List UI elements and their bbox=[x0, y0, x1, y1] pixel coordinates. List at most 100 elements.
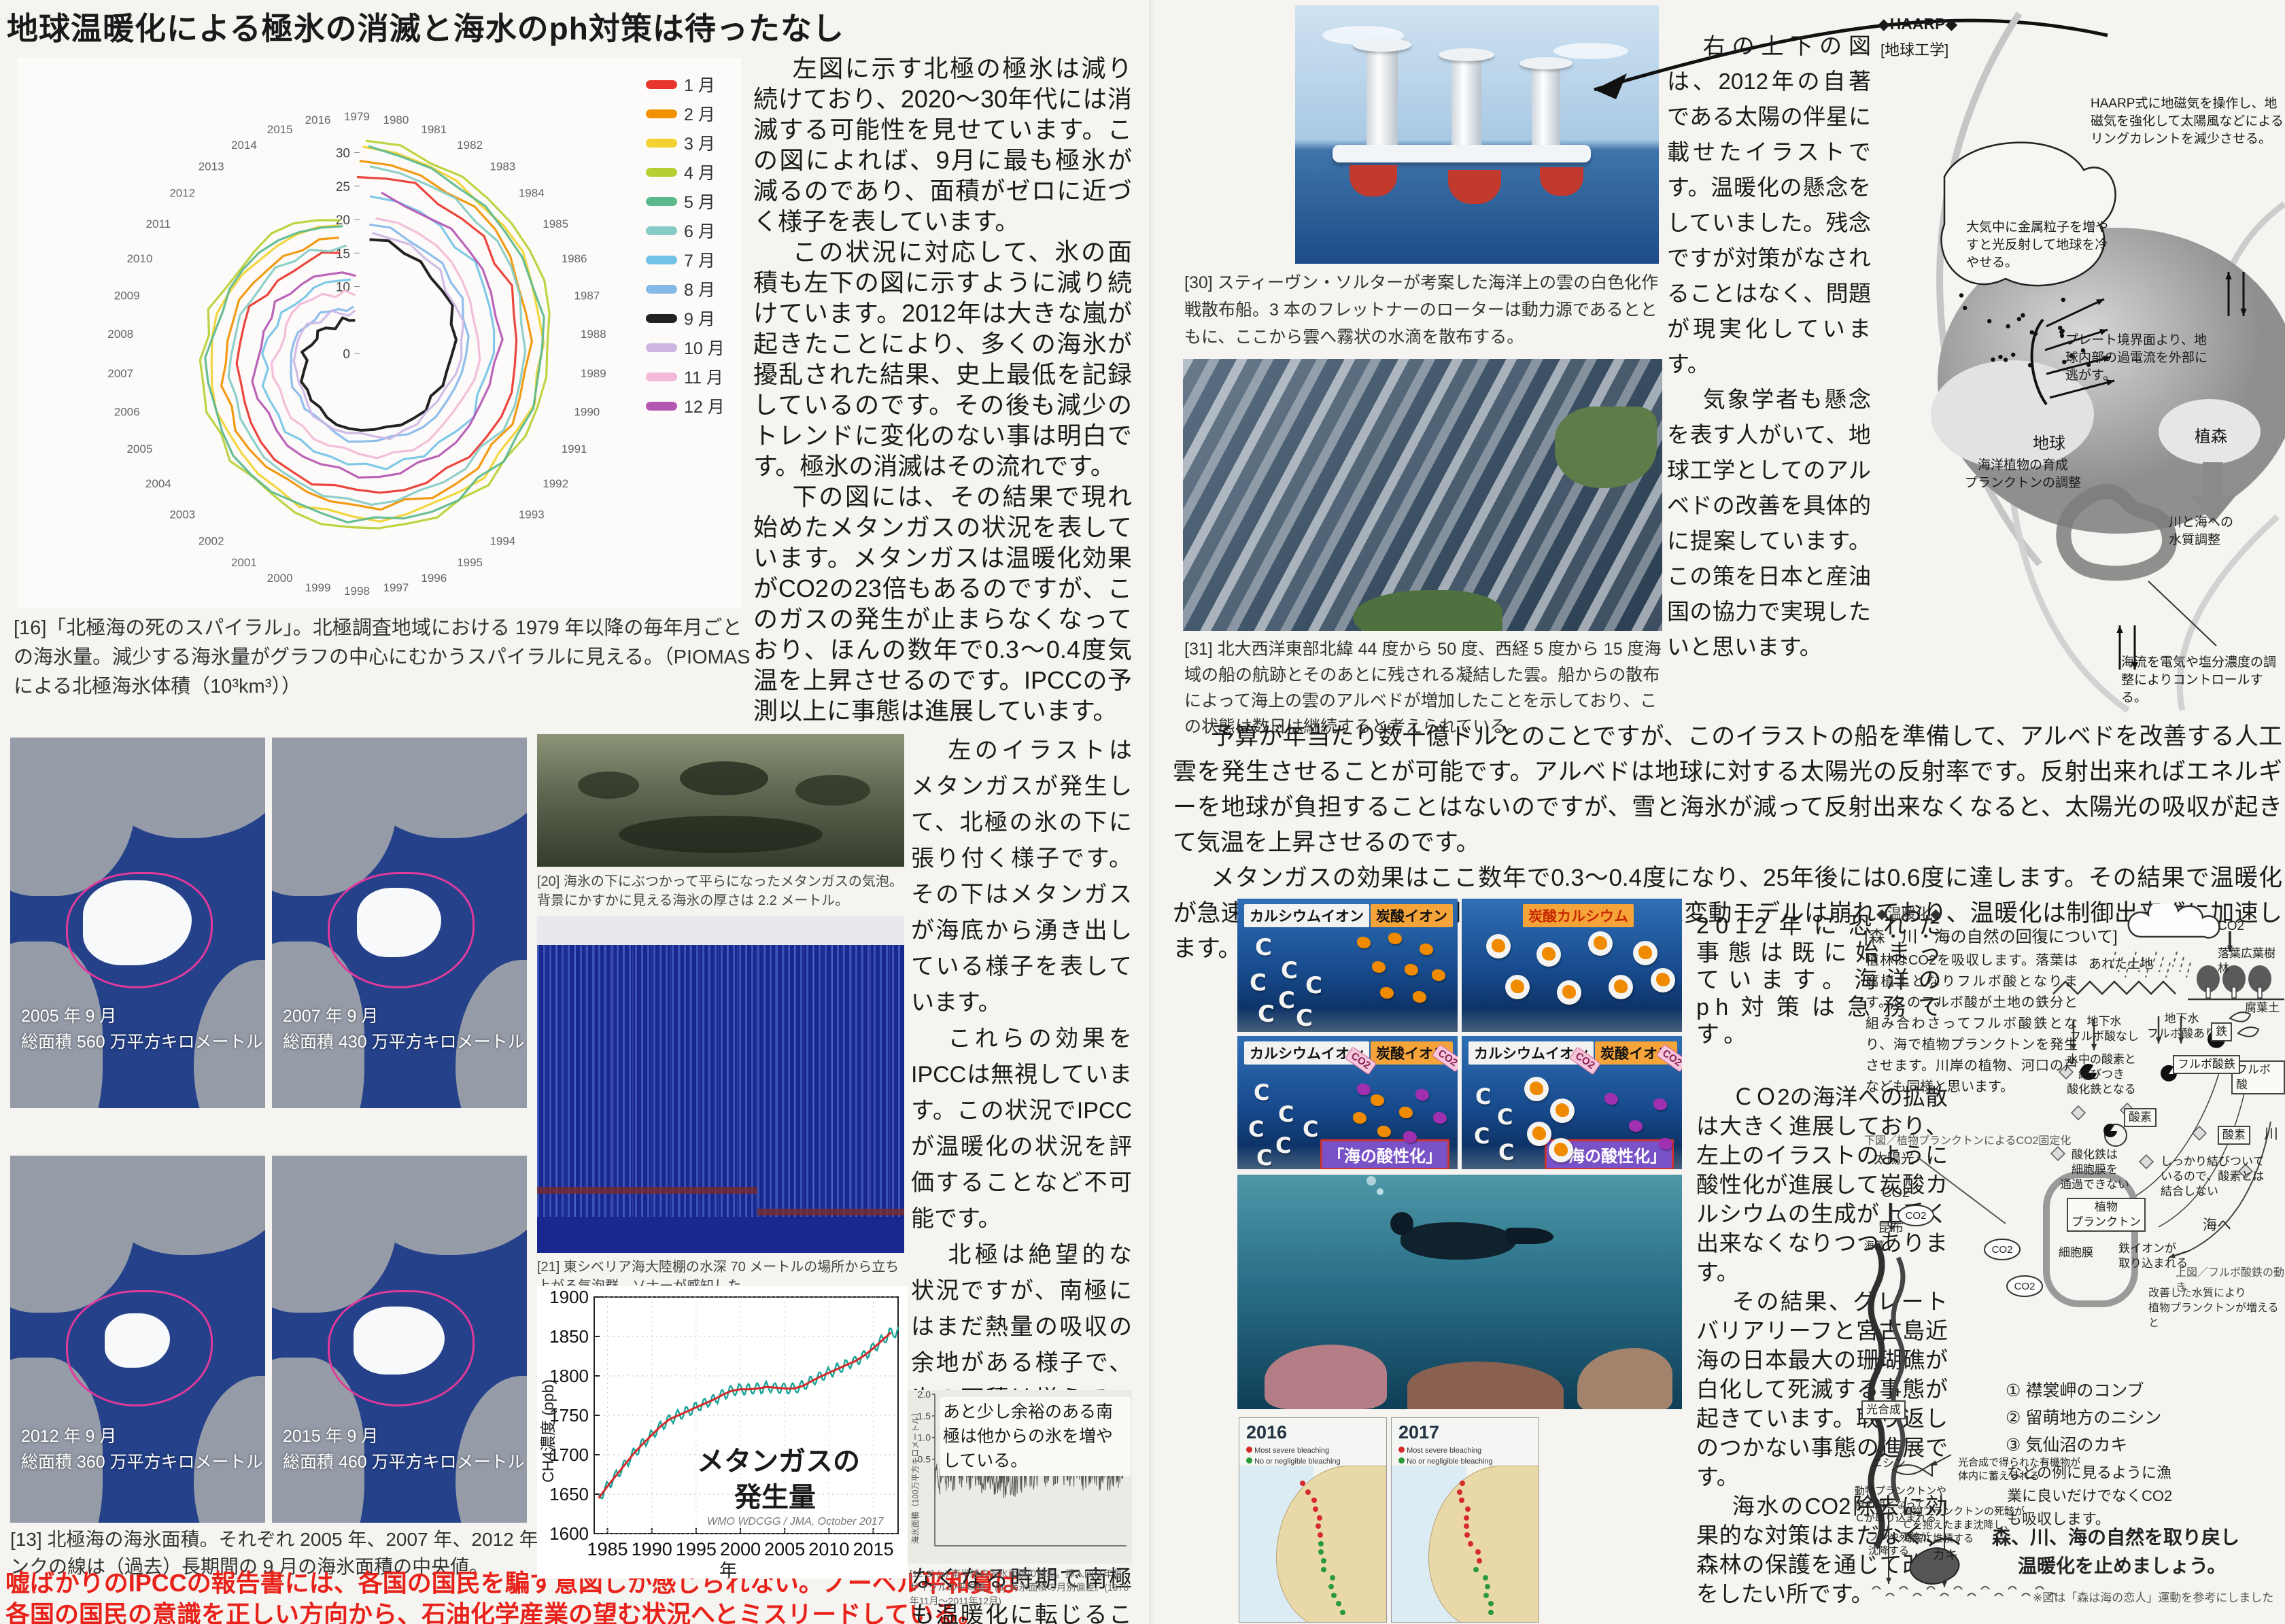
svg-text:1984: 1984 bbox=[519, 187, 545, 200]
svg-text:1994: 1994 bbox=[489, 534, 515, 547]
nature-forest-label: 落葉広葉樹林 bbox=[2218, 947, 2275, 975]
nature-lower-fig-label: 下図／植物プランクトンによるCO2固定化 bbox=[1864, 1135, 2072, 1147]
antarctic-anomaly-chart: 2.0 1.5 1.0 0.5 あと少し余裕のある南極は他からの氷を増やしている。 海… bbox=[908, 1390, 1132, 1563]
antarctic-caption: [12-3] (a) 南半球の海氷面積の偏差。挿入図は年毎サイクルの平均値。(b… bbox=[910, 1568, 1129, 1606]
no-bleaching-dot bbox=[1318, 1540, 1324, 1547]
diver-coral-photo bbox=[1237, 1175, 1682, 1409]
calcium-carbonate-particle bbox=[1505, 975, 1530, 999]
svg-text:2012: 2012 bbox=[169, 187, 195, 200]
albedo-text-column: 右の上下の図は、2012年の自著である太陽の伴星に載せたイラストです。温暖化の懸… bbox=[1667, 29, 1871, 665]
bicarbonate-blob bbox=[1415, 1089, 1429, 1101]
legend-label: 1 月 bbox=[684, 76, 715, 95]
ch4-annotation-line1: メタンガスの bbox=[697, 1447, 860, 1476]
svg-text:1995: 1995 bbox=[457, 556, 483, 569]
nature-river-label: 川 bbox=[2264, 1126, 2278, 1142]
svg-text:1800: 1800 bbox=[549, 1366, 589, 1386]
carbonate-ion-blob bbox=[1399, 1107, 1413, 1118]
page-gutter bbox=[1149, 0, 1154, 1624]
nature-herring-label: ニシン bbox=[1871, 1457, 1906, 1470]
nature-improved-note: 改善した水質により 植物プランクトンが増えると bbox=[2148, 1288, 2279, 1329]
bleaching-map-year: 2017 bbox=[1398, 1422, 1440, 1442]
calcium-ion-glyph: C bbox=[1475, 1084, 1492, 1109]
svg-text:1700: 1700 bbox=[549, 1445, 589, 1465]
albedo-paragraph: 気象学者も懸念を表す人がいて、地球工学としてのアルベドの改善を具体的に提案してい… bbox=[1667, 387, 1871, 659]
svg-text:2000: 2000 bbox=[267, 572, 293, 585]
svg-text:1996: 1996 bbox=[421, 572, 447, 585]
legend-item: 7 月 bbox=[646, 247, 741, 272]
nature-seaweed-label: 海藻 bbox=[1864, 1240, 1885, 1251]
no-bleaching-dot bbox=[1330, 1592, 1337, 1598]
svg-text:1987: 1987 bbox=[574, 289, 600, 302]
svg-text:CO2: CO2 bbox=[2014, 1281, 2035, 1292]
nature-to-sea-label: 海へ bbox=[2203, 1217, 2231, 1233]
svg-text:2010: 2010 bbox=[126, 252, 152, 265]
haarp-title: ◆HAARP◆ bbox=[1878, 15, 1958, 33]
haarp-plankton-label: 海洋植物の育成 プランクトンの調整 bbox=[1964, 458, 2081, 490]
calcium-ion-glyph: C bbox=[1303, 1116, 1319, 1142]
carbonate-ion-blob bbox=[1405, 964, 1418, 975]
carbonate-ion-blob bbox=[1377, 1126, 1391, 1137]
no-bleaching-dot bbox=[1320, 1558, 1326, 1563]
forest-river-sea-diagram-canvas: CO2 CO2 CO2 bbox=[1868, 904, 2284, 1597]
carbonate-ion-blob bbox=[1413, 991, 1426, 1003]
legend-item: 10 月 bbox=[646, 335, 741, 360]
nature-wasteland-label: あれた土地 bbox=[2089, 957, 2154, 971]
examples-note: などの例に見るように漁業に良いだけでなくCO2も吸収します。 bbox=[2007, 1464, 2173, 1527]
carbonate-ion-chip: 炭酸イオン bbox=[1371, 904, 1453, 927]
legend-label: 9 月 bbox=[684, 310, 715, 329]
map-label: 2015 年 9 月 総面積 460 万平方キロメートル bbox=[283, 1423, 525, 1475]
severe-bleaching-dot bbox=[1464, 1515, 1470, 1521]
sea-ice-map-2015: 2015 年 9 月 総面積 460 万平方キロメートル bbox=[272, 1156, 527, 1523]
land-patch bbox=[1353, 590, 1502, 631]
legend-text: No or negligible bleaching bbox=[1254, 1457, 1341, 1466]
haarp-earth-label: 地球 bbox=[2033, 434, 2065, 453]
map-date: 2012 年 9 月 bbox=[21, 1427, 117, 1446]
legend-swatch bbox=[646, 284, 677, 294]
legend-item: 4 月 bbox=[646, 160, 741, 184]
svg-text:30: 30 bbox=[336, 147, 350, 161]
svg-text:1.0: 1.0 bbox=[918, 1432, 931, 1443]
severe-bleaching-dot bbox=[1457, 1489, 1463, 1495]
svg-text:1.5: 1.5 bbox=[918, 1411, 931, 1421]
svg-text:0.5: 0.5 bbox=[918, 1454, 931, 1465]
legend-label: 12 月 bbox=[684, 398, 725, 417]
bicarbonate-blob bbox=[1653, 1099, 1667, 1110]
calcium-carbonate-particle bbox=[1651, 968, 1675, 992]
landmass bbox=[10, 1156, 135, 1313]
calcium-carbonate-particle bbox=[1536, 942, 1561, 967]
no-bleaching-dot bbox=[1336, 1601, 1342, 1607]
ship-hull bbox=[1540, 167, 1583, 196]
no-bleaching-dot bbox=[1330, 1575, 1336, 1581]
svg-text:1850: 1850 bbox=[549, 1326, 589, 1347]
nature-membrane-label: 細胞膜 bbox=[2059, 1246, 2093, 1259]
bleaching-map-year: 2016 bbox=[1246, 1422, 1288, 1442]
rotor-cap bbox=[1439, 48, 1494, 61]
severe-bleaching-dot bbox=[1460, 1481, 1466, 1486]
ship-platform bbox=[1333, 145, 1591, 162]
ch4-chart-canvas: 1600 1650 1700 1750 1800 1850 1900 1985 1990 1995… bbox=[549, 1287, 899, 1559]
cloud-whitening-ship-illustration bbox=[1295, 5, 1659, 264]
legend-swatch bbox=[646, 372, 677, 381]
sonar-seafloor-line bbox=[757, 1209, 904, 1215]
severe-bleaching-dot bbox=[1467, 1540, 1473, 1547]
ship-hull bbox=[1448, 170, 1501, 204]
nature-membrane-note: 酸化鉄は 細胞膜を 通過できない bbox=[2060, 1148, 2129, 1191]
haarp-note-magnetism: HAARP式に地磁気を操作し、地磁気を強化して太陽風などによるリングカレントを減… bbox=[2091, 97, 2284, 146]
nature-iron-chip: 鉄 bbox=[2211, 1022, 2232, 1041]
nature-photosynthesis-chip: 光合成 bbox=[1861, 1400, 1906, 1419]
svg-text:CO2: CO2 bbox=[1906, 1210, 1927, 1222]
severe-bleaching-dot bbox=[1313, 1506, 1319, 1512]
sea-ice-map-2012: 2012 年 9 月 総面積 360 万平方キロメートル bbox=[10, 1156, 265, 1523]
calcium-carbonate-particle bbox=[1609, 975, 1633, 999]
bicarbonate-blob bbox=[1357, 1084, 1371, 1095]
intro-paragraph: 左図に示す北極の極氷は減り続けており、2020～30年代には消滅する可能性を見せ… bbox=[753, 54, 1132, 235]
cloud bbox=[1553, 43, 1628, 59]
map-area: 総面積 460 万平方キロメートル bbox=[283, 1453, 525, 1472]
nature-humus-label: 腐葉土 bbox=[2245, 1001, 2280, 1014]
svg-text:CO2: CO2 bbox=[1992, 1244, 2013, 1256]
svg-text:1985: 1985 bbox=[543, 218, 568, 230]
calcium-ion-glyph: C bbox=[1278, 987, 1295, 1014]
haarp-genre: [地球工学] bbox=[1880, 41, 1949, 58]
nature-organic-note: 光合成で得られた有機物が 体内に蓄えられる bbox=[1958, 1457, 2081, 1482]
